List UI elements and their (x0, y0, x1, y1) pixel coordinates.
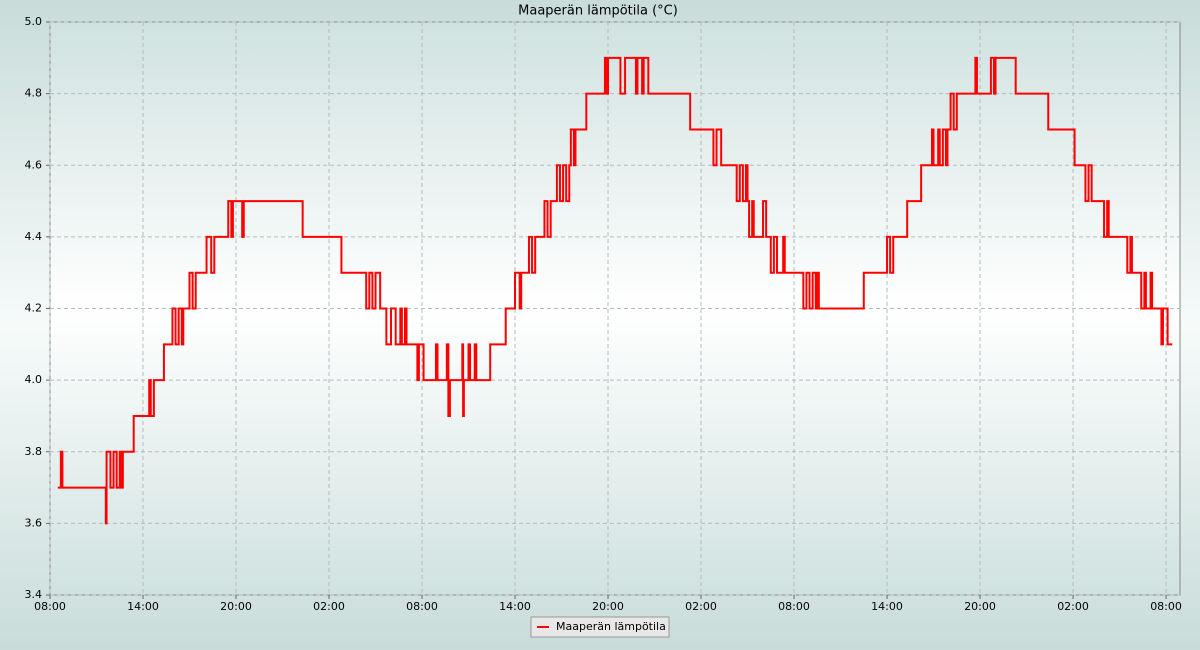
legend-box (530, 616, 670, 638)
y-tick-label: 4.4 (25, 230, 43, 243)
x-tick-label: 08:00 (406, 600, 438, 613)
x-tick-label: 14:00 (499, 600, 531, 613)
y-tick-label: 4.0 (25, 373, 43, 386)
x-tick-label: 02:00 (685, 600, 717, 613)
grid: 3.4 3.6 3.8 4.0 4.2 4.4 4.6 4.8 5.0 08:00 14:00 20:… (25, 15, 1182, 613)
x-tick-label: 02:00 (1057, 600, 1089, 613)
chart-title: Maaperän lämpötila (°C) (518, 4, 678, 19)
legend: Maaperän lämpötila (530, 616, 670, 638)
x-tick-label: 20:00 (220, 600, 252, 613)
y-tick-label: 3.6 (25, 516, 43, 529)
y-tick-label: 3.4 (25, 588, 43, 601)
x-tick-label: 20:00 (592, 600, 624, 613)
x-tick-label: 20:00 (964, 600, 996, 613)
legend-label: Maaperän lämpötila (556, 620, 666, 633)
x-tick-label: 08:00 (1150, 600, 1182, 613)
x-tick-label: 14:00 (127, 600, 159, 613)
y-tick-label: 5.0 (25, 15, 43, 28)
x-tick-label: 14:00 (871, 600, 903, 613)
y-tick-label: 4.2 (25, 302, 43, 315)
y-tick-label: 4.8 (25, 87, 43, 100)
data-line (57, 56, 1173, 525)
y-tick-label: 3.8 (25, 445, 43, 458)
series (57, 56, 1173, 525)
y-tick-label: 4.6 (25, 158, 43, 171)
x-tick-label: 02:00 (313, 600, 345, 613)
x-tick-label: 08:00 (778, 600, 810, 613)
x-tick-label: 08:00 (34, 600, 66, 613)
